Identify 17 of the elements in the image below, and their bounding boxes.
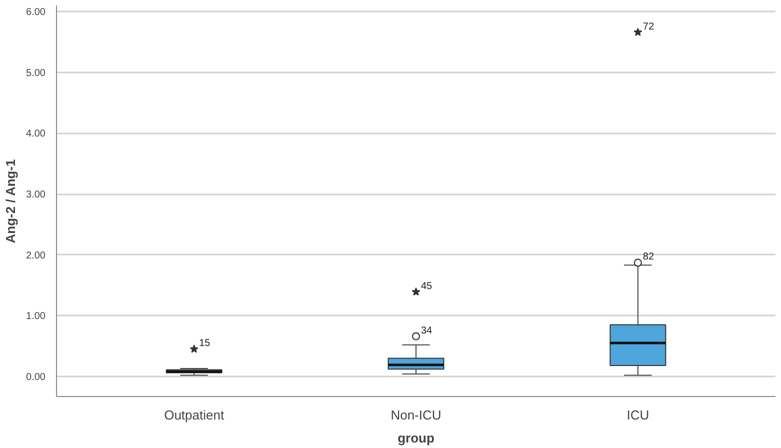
y-tick-label: 0.00: [26, 372, 46, 383]
x-axis-title: group: [398, 430, 434, 446]
annotation: 15: [199, 338, 211, 350]
y-tick-label: 3.00: [26, 190, 46, 201]
annotation: 72: [642, 21, 654, 32]
annotation: 34: [421, 325, 433, 336]
annotation: 45: [421, 280, 433, 292]
y-tick-label: 5.00: [26, 68, 46, 79]
annotation: 82: [642, 252, 654, 263]
x-tick-label: ICU: [626, 408, 650, 422]
y-tick-label: 6.00: [26, 7, 46, 18]
x-tick-label: Non-ICU: [390, 408, 442, 422]
y-tick-label: 4.00: [26, 128, 46, 140]
x-tick-label: Outpatient: [164, 408, 224, 422]
y-axis-title: Ang-2 / Ang-1: [3, 159, 18, 244]
y-tick-label: 1.00: [26, 311, 46, 322]
y-tick-label: 2.00: [26, 250, 46, 262]
